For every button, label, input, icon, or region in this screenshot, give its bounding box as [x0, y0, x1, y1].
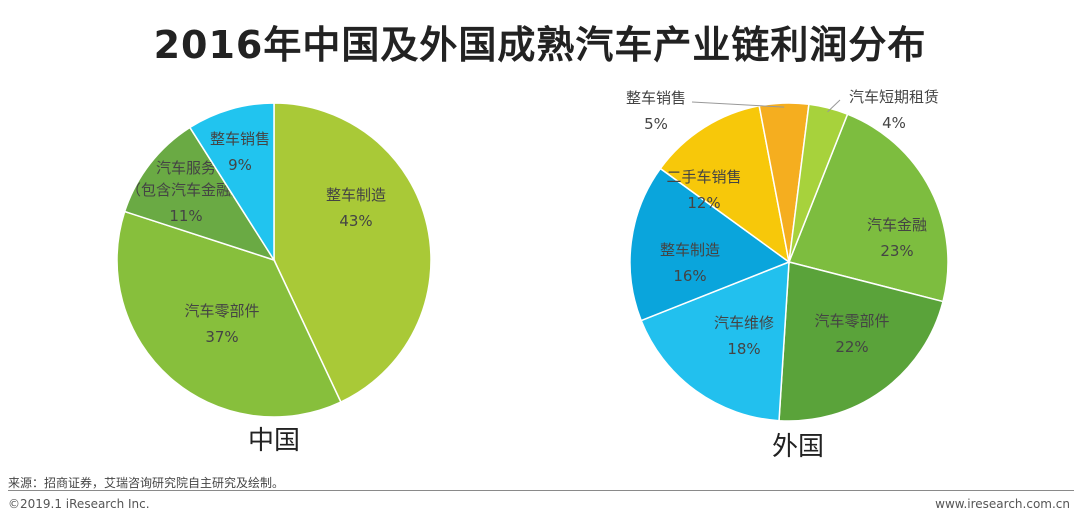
- slice-label: 汽车零部件: [814, 312, 889, 330]
- slice-label: 整车制造: [660, 241, 720, 259]
- pie-slice: [788, 103, 849, 263]
- slice-label: 整车制造: [326, 186, 386, 204]
- leader-line: [691, 101, 785, 108]
- pie-slice: [629, 167, 791, 322]
- pie-china: 整车制造 43% 汽车零部件 37% 汽车服务 （包含汽车金融） 11% 整车销售 9%: [116, 102, 432, 418]
- website-link[interactable]: www.iresearch.com.cn: [935, 497, 1070, 511]
- leader-line: [827, 99, 841, 113]
- pie-slice: [116, 210, 342, 418]
- slice-value-label: 9%: [228, 156, 252, 174]
- slice-value-label: 37%: [205, 328, 238, 346]
- chart-title: 2016年中国及外国成熟汽车产业链利润分布: [153, 23, 927, 67]
- footer-divider: [8, 490, 1074, 491]
- slice-value-label: 5%: [644, 115, 668, 133]
- slice-label: 汽车金融: [867, 216, 927, 234]
- pie-foreign: 汽车金融 23% 汽车零部件 22% 汽车维修 18% 整车制造 16% 二手车销售 12% 整车销…: [626, 88, 949, 422]
- pie-slice: [640, 260, 790, 422]
- copyright-text: ©2019.1 iResearch Inc.: [8, 497, 150, 511]
- slice-label: 整车销售: [626, 89, 686, 107]
- slice-value-label: 12%: [687, 194, 720, 212]
- foreign-caption: 外国: [772, 432, 825, 462]
- pie-slice: [273, 102, 432, 404]
- slice-label: 汽车零部件: [184, 302, 259, 320]
- slice-value-label: 22%: [835, 338, 868, 356]
- slice-label: 汽车服务: [156, 159, 216, 177]
- slice-value-label: 11%: [169, 207, 202, 225]
- china-caption: 中国: [248, 426, 301, 456]
- slice-value-label: 23%: [880, 242, 913, 260]
- pie-slice: [778, 261, 944, 422]
- slice-value-label: 18%: [727, 340, 760, 358]
- source-note: 来源：招商证券，艾瑞咨询研究院自主研究及绘制。: [8, 476, 285, 490]
- pie-slice: [787, 113, 949, 303]
- pie-slice: [659, 104, 791, 264]
- slice-value-label: 4%: [882, 114, 906, 132]
- slice-value-label: 43%: [339, 212, 372, 230]
- slice-label: 整车销售: [210, 130, 270, 148]
- pie-slice: [188, 102, 275, 263]
- slice-label: 汽车维修: [714, 314, 774, 332]
- pie-slice: [123, 126, 276, 262]
- slice-label: 二手车销售: [666, 168, 741, 186]
- slice-label: 汽车短期租赁: [849, 88, 939, 106]
- slice-value-label: 16%: [673, 267, 706, 285]
- slice-label-line: （包含汽车金融）: [126, 181, 246, 199]
